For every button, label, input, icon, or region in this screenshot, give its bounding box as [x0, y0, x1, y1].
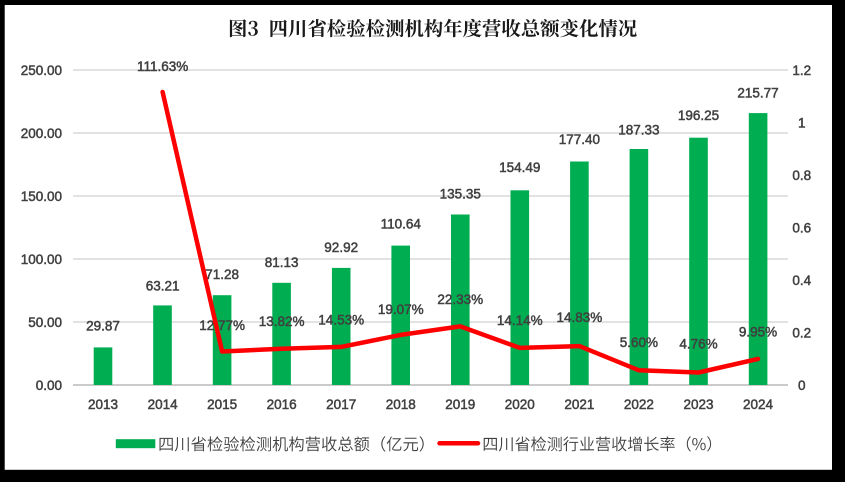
svg-text:2020: 2020: [505, 397, 535, 412]
svg-text:50.00: 50.00: [28, 315, 62, 330]
svg-text:1: 1: [798, 115, 806, 130]
svg-text:4.76%: 4.76%: [679, 337, 717, 352]
svg-text:2018: 2018: [386, 397, 416, 412]
svg-text:0.00: 0.00: [36, 378, 62, 393]
svg-text:71.28: 71.28: [205, 267, 239, 282]
svg-text:215.77: 215.77: [737, 85, 778, 100]
svg-text:2023: 2023: [683, 397, 713, 412]
svg-text:29.87: 29.87: [86, 319, 120, 334]
svg-text:2022: 2022: [624, 397, 654, 412]
svg-text:100.00: 100.00: [21, 252, 62, 267]
svg-text:177.40: 177.40: [559, 132, 600, 147]
svg-text:9.95%: 9.95%: [739, 325, 777, 340]
svg-text:150.00: 150.00: [21, 189, 62, 204]
svg-text:2016: 2016: [267, 397, 297, 412]
svg-text:2017: 2017: [326, 397, 356, 412]
svg-text:187.33: 187.33: [618, 123, 659, 138]
svg-text:13.82%: 13.82%: [259, 314, 305, 329]
svg-text:2013: 2013: [88, 397, 118, 412]
svg-text:250.00: 250.00: [21, 63, 62, 78]
svg-text:5.60%: 5.60%: [620, 335, 658, 350]
svg-text:0.2: 0.2: [792, 325, 811, 340]
svg-text:22.33%: 22.33%: [437, 292, 483, 307]
svg-text:110.64: 110.64: [381, 216, 422, 231]
svg-text:1.2: 1.2: [792, 63, 811, 78]
svg-text:14.83%: 14.83%: [557, 310, 603, 325]
svg-text:92.92: 92.92: [324, 240, 358, 255]
svg-text:0.8: 0.8: [792, 168, 811, 183]
svg-text:0.4: 0.4: [792, 273, 811, 288]
svg-text:19.07%: 19.07%: [378, 302, 424, 317]
svg-text:81.13: 81.13: [265, 255, 299, 270]
svg-text:135.35: 135.35: [440, 186, 481, 201]
svg-text:200.00: 200.00: [21, 126, 62, 141]
svg-text:2019: 2019: [445, 397, 475, 412]
svg-text:0.6: 0.6: [792, 220, 811, 235]
svg-text:2015: 2015: [207, 397, 237, 412]
svg-text:63.21: 63.21: [146, 278, 180, 293]
svg-text:111.63%: 111.63%: [137, 59, 188, 74]
svg-text:0: 0: [798, 378, 806, 393]
svg-text:154.49: 154.49: [499, 160, 540, 175]
svg-text:2014: 2014: [148, 397, 179, 412]
svg-text:2024: 2024: [743, 397, 774, 412]
svg-text:196.25: 196.25: [678, 108, 719, 123]
svg-text:12.77%: 12.77%: [199, 318, 245, 333]
svg-text:14.14%: 14.14%: [497, 313, 543, 328]
svg-text:2021: 2021: [564, 397, 594, 412]
svg-text:14.53%: 14.53%: [318, 312, 364, 327]
